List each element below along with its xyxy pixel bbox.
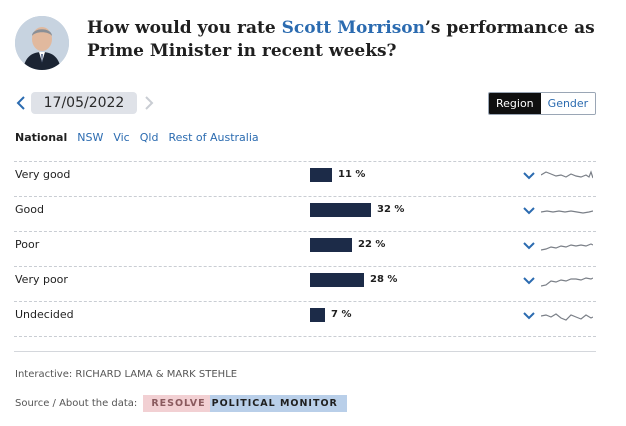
- trend-sparkline: [541, 313, 593, 321]
- tab-qld[interactable]: Qld: [139, 131, 159, 144]
- question-prefix: How would you rate: [87, 18, 282, 38]
- bar-value-label: 28 %: [370, 274, 398, 285]
- breakdown-toggle: Region Gender: [488, 92, 597, 115]
- row-label: Good: [15, 203, 44, 216]
- tab-vic[interactable]: Vic: [113, 131, 130, 144]
- bar-value-label: 32 %: [377, 204, 405, 215]
- bar: [310, 308, 325, 322]
- chevron-left-icon[interactable]: [14, 93, 28, 113]
- result-row: Very good 11 %: [14, 161, 596, 196]
- row-divider: [14, 336, 596, 337]
- result-row: Good 32 %: [14, 196, 596, 231]
- chevron-right-icon[interactable]: [142, 93, 156, 113]
- credit-line: Interactive: RICHARD LAMA & MARK STEHLE: [15, 369, 238, 380]
- chevron-down-icon[interactable]: [522, 167, 536, 180]
- bar: [310, 273, 364, 287]
- tab-nsw[interactable]: NSW: [77, 131, 104, 144]
- row-label: Undecided: [15, 308, 74, 321]
- row-label: Poor: [15, 238, 40, 251]
- source-line: Source / About the data: RESOLVE POLITIC…: [15, 395, 347, 412]
- source-label: Source / About the data:: [15, 398, 138, 409]
- bar-value-label: 22 %: [358, 239, 386, 250]
- badge-part-1: RESOLVE: [143, 395, 210, 412]
- person-name: Scott Morrison: [281, 18, 425, 38]
- chevron-down-icon[interactable]: [522, 307, 536, 320]
- trend-sparkline: [541, 243, 593, 251]
- tab-national[interactable]: National: [15, 131, 68, 144]
- bar: [310, 168, 332, 182]
- badge-part-2: POLITICAL MONITOR: [209, 395, 347, 412]
- bar-value-label: 7 %: [331, 309, 352, 320]
- row-label: Very good: [15, 168, 71, 181]
- trend-sparkline: [541, 277, 593, 287]
- resolve-political-monitor-badge[interactable]: RESOLVE POLITICAL MONITOR: [143, 395, 347, 412]
- region-toggle-button[interactable]: Region: [489, 93, 541, 114]
- bar: [310, 203, 371, 217]
- result-row: Undecided 7 %: [14, 301, 596, 336]
- chevron-down-icon[interactable]: [522, 237, 536, 250]
- trend-sparkline: [541, 170, 593, 179]
- date-selector[interactable]: 17/05/2022: [31, 92, 137, 114]
- region-tabs: National NSW Vic Qld Rest of Australia: [15, 131, 259, 144]
- results-chart: Very good 11 % Good 32 % Poor 22 % Very …: [14, 161, 596, 337]
- chevron-down-icon[interactable]: [522, 272, 536, 285]
- result-row: Very poor 28 %: [14, 266, 596, 301]
- chevron-down-icon[interactable]: [522, 202, 536, 215]
- bar: [310, 238, 352, 252]
- gender-toggle-button[interactable]: Gender: [540, 93, 596, 114]
- footer-divider: [14, 351, 596, 352]
- tab-rest-of-australia[interactable]: Rest of Australia: [168, 131, 259, 144]
- page-title: How would you rate Scott Morrison’s perf…: [87, 17, 597, 63]
- question-suffix: ’s performance as Prime Minister in rece…: [87, 18, 595, 61]
- row-label: Very poor: [15, 273, 68, 286]
- result-row: Poor 22 %: [14, 231, 596, 266]
- avatar: [15, 16, 69, 70]
- trend-sparkline: [541, 210, 593, 214]
- bar-value-label: 11 %: [338, 169, 366, 180]
